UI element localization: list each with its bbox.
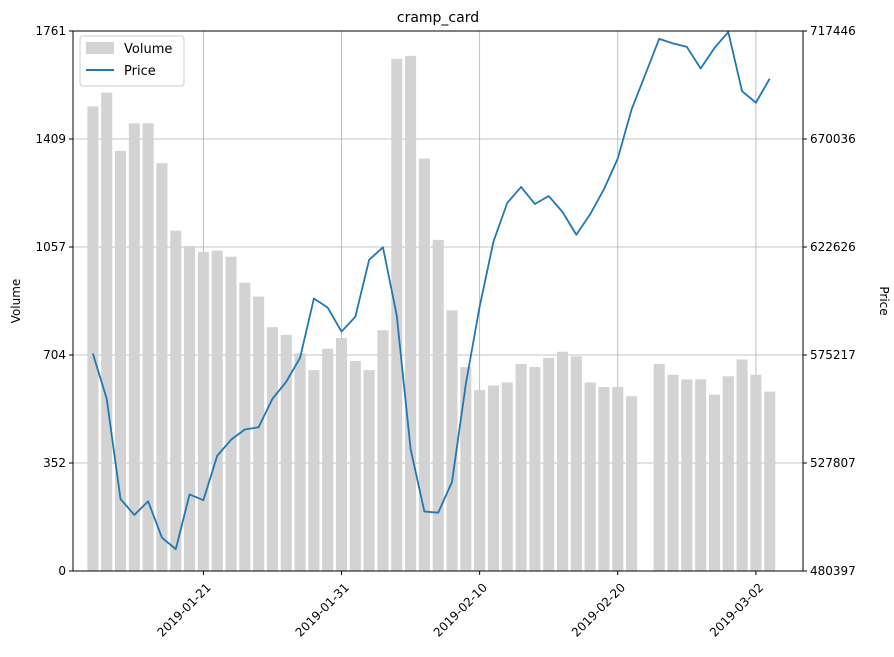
- volume-bar: [239, 282, 251, 571]
- volume-bar: [308, 370, 320, 571]
- volume-bar: [736, 359, 748, 571]
- volume-bar: [543, 357, 555, 571]
- volume-bar: [142, 123, 154, 571]
- volume-bar: [667, 374, 679, 571]
- volume-bar: [335, 337, 348, 571]
- volume-bar: [515, 364, 527, 571]
- volume-bar: [446, 310, 458, 571]
- volume-bar: [570, 356, 582, 571]
- volume-bar: [556, 351, 569, 571]
- volume-bar: [764, 391, 776, 571]
- volume-bar: [653, 364, 665, 571]
- volume-bar: [101, 92, 113, 571]
- y-left-tick-label: 0: [58, 564, 66, 578]
- y-left-tick-label: 1057: [35, 240, 66, 254]
- volume-bar: [225, 256, 237, 571]
- y-right-tick-label: 622626: [810, 240, 856, 254]
- volume-bar: [184, 245, 196, 572]
- volume-bar: [432, 239, 444, 571]
- chart-title: cramp_card: [397, 10, 479, 26]
- volume-bar: [197, 252, 209, 572]
- volume-bar: [598, 387, 610, 571]
- volume-bar: [612, 387, 624, 571]
- legend-price-label: Price: [124, 64, 156, 79]
- volume-bar: [750, 374, 762, 571]
- volume-bar: [681, 379, 693, 571]
- price-line-layer: [92, 31, 771, 551]
- y-left-tick-label: 352: [43, 456, 66, 470]
- volume-bar: [322, 348, 334, 571]
- volume-bar: [156, 163, 168, 571]
- volume-bar: [377, 330, 389, 571]
- volume-bar: [128, 123, 140, 571]
- y-right-tick-label: 480397: [810, 564, 856, 578]
- volume-bar: [87, 106, 99, 571]
- volume-bar: [487, 385, 499, 571]
- y-axis-left-label: Volume: [9, 279, 23, 324]
- y-left-tick-label: 704: [43, 348, 66, 362]
- volume-bar: [501, 382, 513, 571]
- volume-bar: [626, 396, 638, 571]
- volume-bar: [584, 382, 596, 571]
- volume-bar: [170, 230, 182, 571]
- volume-bar: [349, 360, 361, 571]
- plot-frame: [72, 30, 804, 572]
- price-line: [92, 31, 771, 551]
- legend: Volume Price: [79, 35, 185, 87]
- volume-bar: [280, 334, 292, 571]
- volume-bar: [708, 394, 720, 571]
- volume-bar: [294, 353, 306, 571]
- y-right-tick-label: 670036: [810, 132, 856, 146]
- y-right-tick-label: 527807: [810, 456, 856, 470]
- y-axis-right-label: Price: [877, 286, 891, 315]
- legend-volume-label: Volume: [124, 42, 172, 57]
- volume-bar: [405, 55, 417, 572]
- volume-bar: [695, 379, 707, 571]
- volume-bar: [253, 296, 265, 571]
- y-right-tick-label: 717446: [810, 24, 856, 38]
- volume-bar: [266, 327, 278, 571]
- y-right-tick-label: 575217: [810, 348, 856, 362]
- volume-bar: [529, 367, 541, 571]
- y-left-tick-label: 1409: [35, 132, 66, 146]
- volume-bar: [114, 150, 127, 572]
- legend-volume-swatch: [86, 42, 114, 54]
- volume-bar: [363, 370, 375, 571]
- y-left-tick-label: 1761: [35, 24, 66, 38]
- volume-bar: [474, 390, 486, 571]
- volume-bar: [418, 158, 430, 571]
- volume-bar: [722, 376, 734, 571]
- volume-bar: [460, 367, 472, 571]
- volume-bar: [211, 250, 223, 571]
